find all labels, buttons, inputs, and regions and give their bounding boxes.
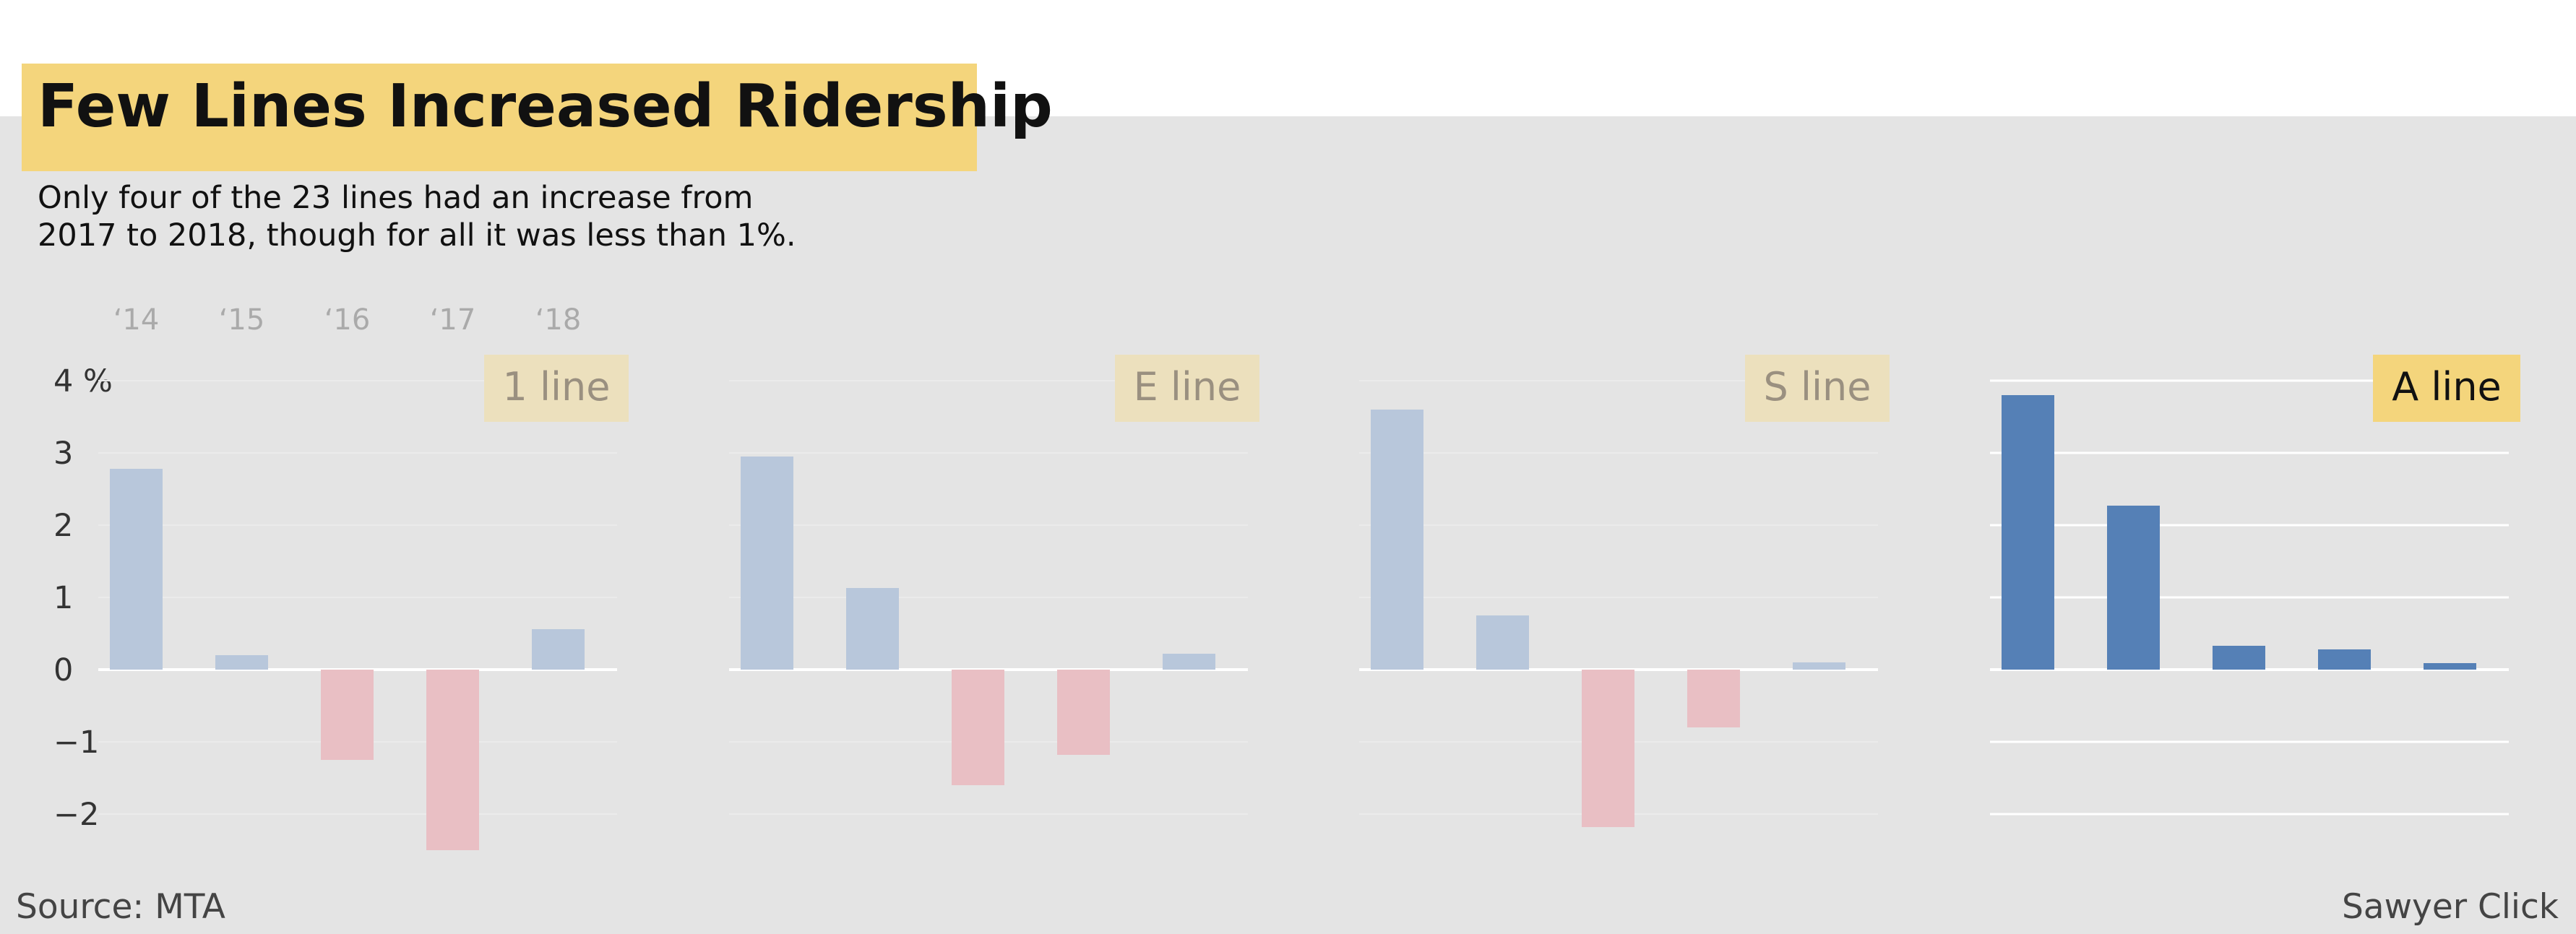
x-tick-label: ‘14	[113, 303, 160, 337]
y-tick-label: −2	[53, 797, 99, 833]
bar	[1057, 670, 1110, 755]
title-box	[22, 64, 977, 171]
bar	[741, 457, 793, 670]
panel-label: 1 line	[503, 364, 611, 410]
bar	[321, 670, 374, 760]
bar	[110, 469, 163, 670]
bar	[426, 670, 479, 850]
y-tick-label: 0	[53, 652, 73, 688]
bar	[1582, 670, 1634, 827]
x-tick-label: ‘16	[324, 303, 371, 337]
source-note: Source: MTA	[16, 887, 225, 927]
bar	[532, 629, 585, 670]
x-tick-label: ‘15	[219, 303, 265, 337]
bar	[1687, 670, 1740, 727]
panel-label-box	[484, 355, 629, 422]
x-tick-label: ‘17	[430, 303, 476, 337]
bar	[2318, 649, 2371, 670]
y-tick-label: 1	[53, 580, 73, 616]
chart-title: Few Lines Increased Ridership	[38, 72, 1053, 141]
bar	[2107, 506, 2160, 670]
panel-label-box	[1745, 355, 1890, 422]
author-credit: Sawyer Click	[2341, 887, 2559, 927]
bar	[215, 655, 268, 670]
x-tick-label: ‘18	[535, 303, 582, 337]
bar	[2213, 646, 2265, 670]
y-tick-label: 2	[53, 508, 73, 544]
panel-label: A line	[2392, 364, 2502, 410]
bar	[1793, 662, 1845, 670]
panel-label: E line	[1134, 364, 1241, 410]
bar	[1371, 410, 1423, 670]
panel-label: S line	[1764, 364, 1871, 410]
bar	[952, 670, 1004, 785]
bar	[1163, 654, 1215, 670]
bar	[2424, 663, 2476, 670]
panel-label-box	[2373, 355, 2520, 422]
subtitle-line-2: 2017 to 2018, though for all it was less…	[38, 217, 796, 254]
subtitle-line-1: Only four of the 23 lines had an increas…	[38, 180, 754, 216]
panel-label-box	[1115, 355, 1259, 422]
chart-subtitle: Only four of the 23 lines had an increas…	[38, 179, 847, 254]
y-tick-label: −1	[53, 725, 99, 761]
bar	[2002, 395, 2054, 670]
y-tick-label: 3	[53, 436, 73, 472]
bar	[846, 588, 899, 670]
bar	[1476, 615, 1529, 670]
